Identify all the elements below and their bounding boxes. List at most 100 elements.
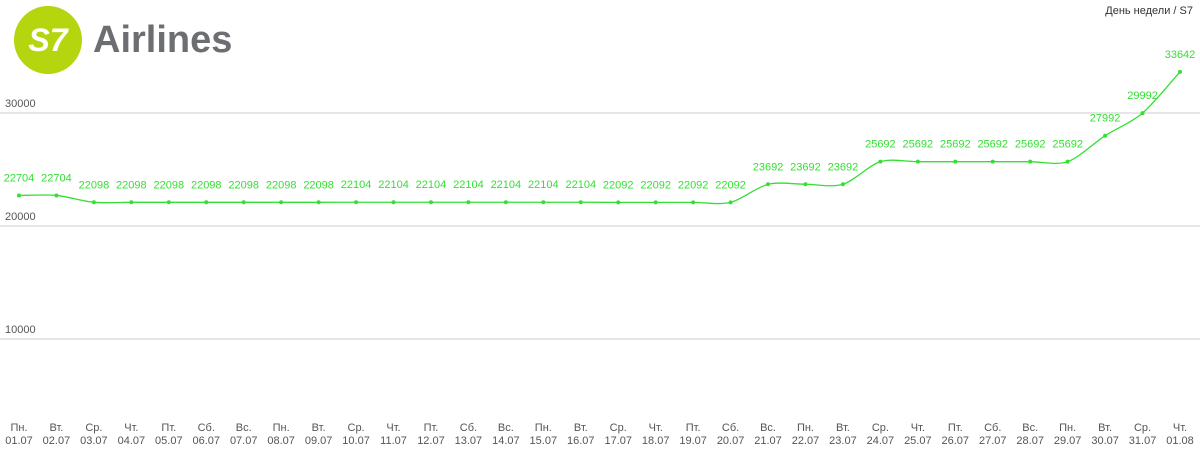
- point: [129, 200, 134, 205]
- x-tick-label: Вс.: [760, 422, 776, 434]
- point: [840, 182, 845, 187]
- x-tick-label: 14.07: [492, 435, 520, 447]
- x-tick-label: 19.07: [679, 435, 707, 447]
- data-label: 22092: [640, 179, 671, 191]
- data-label: 22098: [303, 179, 334, 191]
- x-tick-label: 28.07: [1016, 435, 1044, 447]
- x-tick-label: 06.07: [192, 435, 220, 447]
- x-tick-label: 31.07: [1129, 435, 1157, 447]
- x-tick-label: 22.07: [792, 435, 820, 447]
- data-label: 22104: [341, 179, 372, 191]
- logo-mark: S7: [28, 22, 69, 58]
- data-label: 22098: [228, 179, 259, 191]
- x-tick-label: Вт.: [1098, 422, 1112, 434]
- x-tick-label: 03.07: [80, 435, 108, 447]
- x-tick-label: Вт.: [836, 422, 850, 434]
- y-tick-label: 20000: [5, 211, 36, 223]
- x-tick-label: 09.07: [305, 435, 333, 447]
- data-label: 33642: [1165, 49, 1196, 61]
- point: [616, 200, 621, 205]
- data-label: 22092: [603, 179, 634, 191]
- x-tick-label: Вт.: [574, 422, 588, 434]
- point: [728, 200, 733, 205]
- x-tick-label: 26.07: [942, 435, 970, 447]
- data-label: 22104: [378, 179, 409, 191]
- x-tick-label: 21.07: [754, 435, 782, 447]
- x-tick-label: 25.07: [904, 435, 932, 447]
- data-label: 22092: [715, 179, 746, 191]
- x-tick-label: Пн.: [10, 422, 27, 434]
- point: [915, 159, 920, 164]
- point: [766, 182, 771, 187]
- data-label: 22098: [116, 179, 147, 191]
- point: [953, 159, 958, 164]
- data-label: 23692: [790, 161, 821, 173]
- point: [54, 193, 59, 198]
- data-label: 23692: [753, 161, 784, 173]
- point: [1178, 69, 1182, 74]
- x-tick-label: Чт.: [649, 422, 663, 434]
- x-tick-label: Ср.: [872, 422, 889, 434]
- point: [1028, 159, 1033, 164]
- x-tick-label: Ср.: [1134, 422, 1151, 434]
- data-label: 22704: [41, 172, 72, 184]
- point: [653, 200, 658, 205]
- data-label: 25692: [1015, 139, 1046, 151]
- x-tick-label: 05.07: [155, 435, 183, 447]
- data-label: 27992: [1090, 113, 1121, 125]
- data-label: 22104: [416, 179, 447, 191]
- data-label: 29992: [1127, 90, 1158, 102]
- point: [990, 159, 995, 164]
- point: [541, 200, 546, 205]
- x-tick-label: 20.07: [717, 435, 745, 447]
- x-tick-label: 12.07: [417, 435, 445, 447]
- x-tick-label: 02.07: [43, 435, 71, 447]
- x-tick-label: 01.07: [5, 435, 33, 447]
- data-label: 22104: [565, 179, 596, 191]
- x-tick-label: 27.07: [979, 435, 1007, 447]
- y-tick-label: 10000: [5, 324, 36, 336]
- x-tick-label: 29.07: [1054, 435, 1082, 447]
- point: [1140, 111, 1145, 116]
- x-tick-label: 11.07: [380, 435, 407, 447]
- point: [316, 200, 321, 205]
- data-label: 22104: [491, 179, 522, 191]
- x-tick-label: 01.08: [1166, 435, 1194, 447]
- x-tick-label: Пн.: [535, 422, 552, 434]
- data-label: 22098: [154, 179, 185, 191]
- x-tick-label: Пт.: [948, 422, 963, 434]
- x-tick-label: 10.07: [342, 435, 370, 447]
- x-tick-label: 24.07: [867, 435, 895, 447]
- legend-label: День недели / S7: [1105, 5, 1193, 17]
- x-tick-label: Пт.: [424, 422, 439, 434]
- data-label: 25692: [977, 139, 1008, 151]
- x-tick-label: Сб.: [984, 422, 1001, 434]
- point: [578, 200, 583, 205]
- data-label: 22104: [528, 179, 559, 191]
- data-label: 25692: [1052, 139, 1083, 151]
- x-tick-label: Вс.: [1022, 422, 1038, 434]
- x-tick-label: 08.07: [267, 435, 295, 447]
- point: [691, 200, 696, 205]
- point: [466, 200, 471, 205]
- data-label: 25692: [903, 139, 934, 151]
- x-tick-label: Сб.: [198, 422, 215, 434]
- point: [803, 182, 808, 187]
- x-tick-label: 15.07: [530, 435, 558, 447]
- x-tick-label: Ср.: [85, 422, 102, 434]
- point: [279, 200, 284, 205]
- x-tick-label: Вт.: [50, 422, 64, 434]
- point: [241, 200, 246, 205]
- x-tick-label: Сб.: [722, 422, 739, 434]
- x-tick-label: Пт.: [686, 422, 701, 434]
- x-tick-label: 13.07: [455, 435, 483, 447]
- point: [166, 200, 171, 205]
- x-tick-label: 04.07: [118, 435, 146, 447]
- line: [18, 71, 1181, 205]
- data-label: 22092: [678, 179, 709, 191]
- point: [428, 200, 433, 205]
- x-tick-label: 07.07: [230, 435, 258, 447]
- x-tick-label: 30.07: [1091, 435, 1119, 447]
- x-tick-label: Чт.: [1173, 422, 1187, 434]
